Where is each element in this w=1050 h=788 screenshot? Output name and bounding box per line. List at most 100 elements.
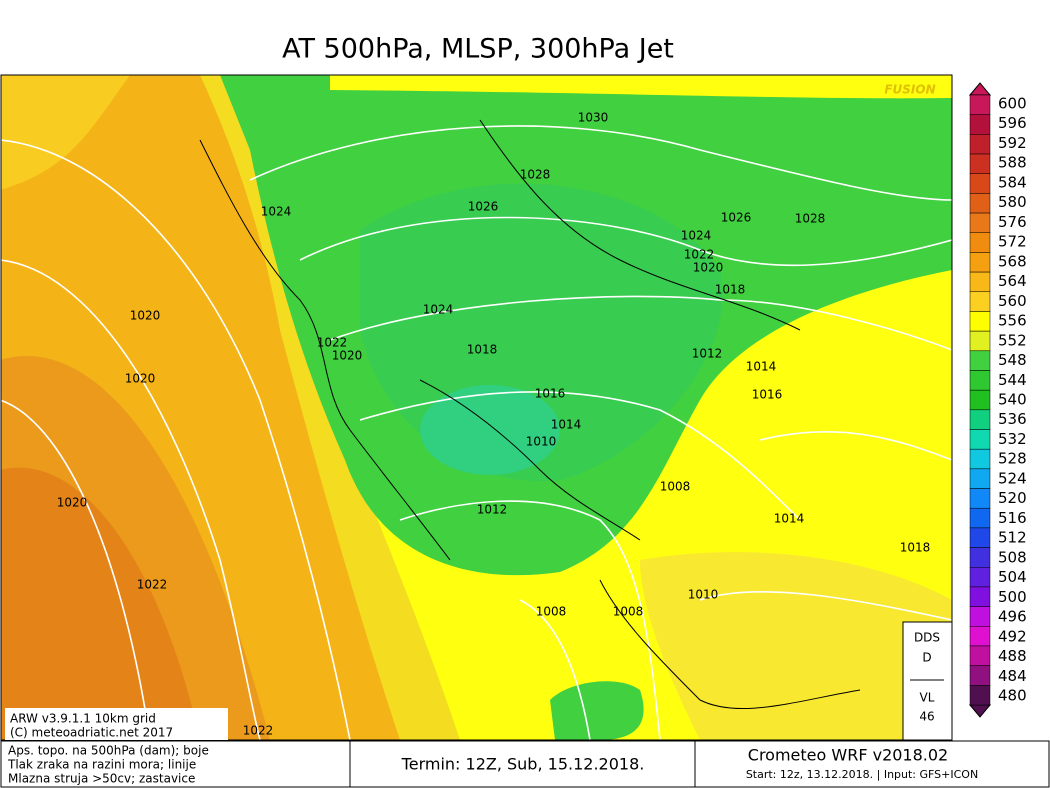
isobar-label: 1024 <box>423 303 454 317</box>
footer-description: Aps. topo. na 500hPa (dam); boje <box>8 744 209 758</box>
isobar-label: 1008 <box>536 605 567 619</box>
scale-label: 484 <box>998 667 1027 685</box>
scale-swatch <box>969 330 991 352</box>
scale-label: 596 <box>998 114 1027 132</box>
index-line: D <box>922 651 931 665</box>
isobar-label: 1012 <box>692 347 723 361</box>
scale-label: 576 <box>998 213 1027 231</box>
isobar-label: 1020 <box>125 372 156 386</box>
scale-swatch <box>969 114 991 135</box>
scale-swatch <box>969 232 991 253</box>
scale-swatch <box>969 586 991 607</box>
brand: FUSION <box>884 83 935 97</box>
scale-swatch <box>969 291 991 312</box>
scale-swatch <box>969 429 991 450</box>
scale-label: 548 <box>998 351 1027 369</box>
scale-label: 516 <box>998 509 1027 527</box>
scale-swatch <box>969 606 991 627</box>
scale-label: 500 <box>998 588 1027 606</box>
footer-run: Termin: 12Z, Sub, 15.12.2018. <box>401 755 645 774</box>
isobar-label: 1018 <box>715 283 746 297</box>
isobar-label: 1024 <box>681 229 712 243</box>
scale-swatch <box>969 488 991 509</box>
scale-swatch <box>969 448 991 470</box>
scale-swatch <box>969 468 991 489</box>
scale-label: 572 <box>998 233 1027 251</box>
scale-label: 584 <box>998 173 1027 191</box>
color-scale: 6005965925885845805765725685645605565525… <box>968 82 1027 718</box>
isobar-label: 1028 <box>795 212 826 226</box>
isobar-label: 1016 <box>535 387 566 401</box>
scale-swatch <box>969 567 991 588</box>
scale-label: 600 <box>998 95 1027 113</box>
isobar-label: 1018 <box>900 541 931 555</box>
isobar-label: 1014 <box>746 360 777 374</box>
isobar-label: 1022 <box>137 578 168 592</box>
isobar-label: 1020 <box>130 309 161 323</box>
isobar-label: 1018 <box>467 343 498 357</box>
isobar-label: 1008 <box>613 605 644 619</box>
isobar-label: 1012 <box>477 503 508 517</box>
scale-label: 588 <box>998 154 1027 172</box>
footer-description: Mlazna struja >50cv; zastavice <box>8 772 195 786</box>
scale-label: 480 <box>998 687 1027 705</box>
scale-swatch <box>969 645 991 666</box>
scale-label: 512 <box>998 529 1027 547</box>
isobar-label: 1010 <box>688 588 719 602</box>
scale-label: 504 <box>998 568 1027 586</box>
scale-label: 532 <box>998 430 1027 448</box>
isobar-label: 1008 <box>660 480 691 494</box>
scale-label: 520 <box>998 489 1027 507</box>
scale-swatch <box>969 271 991 293</box>
scale-swatch <box>969 252 991 273</box>
footer-description: Tlak zraka na razini mora; linije <box>7 758 196 772</box>
scale-label: 508 <box>998 548 1027 566</box>
isobar-label: 1024 <box>261 205 292 219</box>
scale-label: 580 <box>998 193 1027 211</box>
isobar-label: 1028 <box>520 168 551 182</box>
scale-swatch <box>969 547 991 568</box>
scale-label: 528 <box>998 450 1027 468</box>
scale-label: 564 <box>998 272 1027 290</box>
isobar-label: 1026 <box>468 200 499 214</box>
scale-label: 496 <box>998 608 1027 626</box>
scale-label: 524 <box>998 469 1027 487</box>
index-line: DDS <box>914 631 940 645</box>
scale-label: 560 <box>998 292 1027 310</box>
isobar-label: 1030 <box>578 111 609 125</box>
scale-swatch <box>969 311 991 332</box>
isobar-label: 1022 <box>243 724 274 738</box>
footer-start: Start: 12z, 13.12.2018. | Input: GFS+ICO… <box>746 768 978 781</box>
model-box: ARW v3.9.1.1 10km grid (C) meteoadriatic… <box>5 708 228 740</box>
scale-label: 544 <box>998 371 1027 389</box>
scale-label: 592 <box>998 134 1027 152</box>
scale-swatch <box>969 94 991 115</box>
scale-label: 568 <box>998 252 1027 270</box>
scale-swatch <box>969 527 991 548</box>
scale-label: 556 <box>998 312 1027 330</box>
isobar-label: 1022 <box>317 336 348 350</box>
scale-label: 552 <box>998 331 1027 349</box>
scale-swatch <box>969 212 991 233</box>
index-line: 46 <box>919 710 934 724</box>
scale-swatch <box>969 134 991 155</box>
index-box: DDS D VL 46 <box>902 621 953 741</box>
scale-swatch <box>969 665 991 686</box>
isobar-label: 1016 <box>752 388 783 402</box>
scale-swatch <box>969 370 991 391</box>
isobar-label: 1010 <box>526 435 557 449</box>
isobar-label: 1022 <box>684 248 715 262</box>
scale-swatch <box>969 173 991 194</box>
scale-label: 536 <box>998 410 1027 428</box>
scale-label: 488 <box>998 647 1027 665</box>
isobar-label: 1020 <box>332 349 363 363</box>
footer-product: Crometeo WRF v2018.02 <box>748 746 948 765</box>
scale-label: 540 <box>998 391 1027 409</box>
footer: Aps. topo. na 500hPa (dam); boje Tlak zr… <box>0 740 1050 788</box>
scale-swatch <box>969 409 991 430</box>
scale-swatch <box>969 507 991 529</box>
model-line: ARW v3.9.1.1 10km grid <box>10 712 156 726</box>
